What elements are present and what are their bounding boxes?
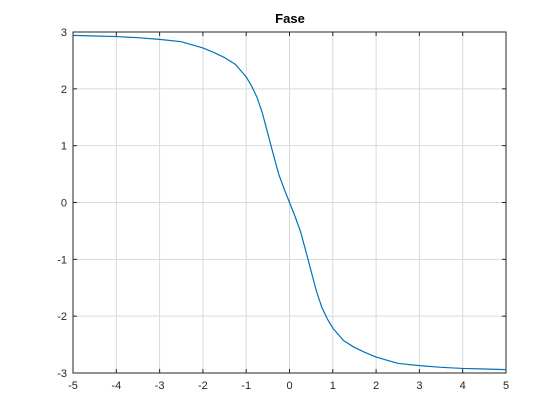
y-tick-label: 0	[61, 198, 67, 210]
y-tick-label: 3	[61, 27, 67, 39]
x-tick-label: 1	[330, 380, 336, 392]
x-tick-label: -5	[68, 380, 78, 392]
x-tick-label: 3	[416, 380, 422, 392]
x-tick-label: 4	[460, 380, 466, 392]
y-tick-label: -3	[57, 368, 67, 380]
x-tick-label: -4	[111, 380, 121, 392]
y-tick-label: 2	[61, 84, 67, 96]
x-tick-label: 2	[373, 380, 379, 392]
x-tick-label: 5	[503, 380, 509, 392]
y-tick-label: -2	[57, 311, 67, 323]
x-tick-label: -3	[155, 380, 165, 392]
x-tick-label: 0	[286, 380, 292, 392]
chart-title: Fase	[275, 11, 305, 26]
y-tick-label: 1	[61, 141, 67, 153]
y-tick-label: -1	[57, 254, 67, 266]
series-line-0	[72, 34, 507, 371]
x-tick-label: -1	[241, 380, 251, 392]
series	[72, 34, 507, 371]
axis-ticks: -5 -4 -3 -2 -1 0 1 2 3 4 5 -3 -2 -1 0 1 2 3	[57, 27, 509, 392]
x-tick-label: -2	[198, 380, 208, 392]
